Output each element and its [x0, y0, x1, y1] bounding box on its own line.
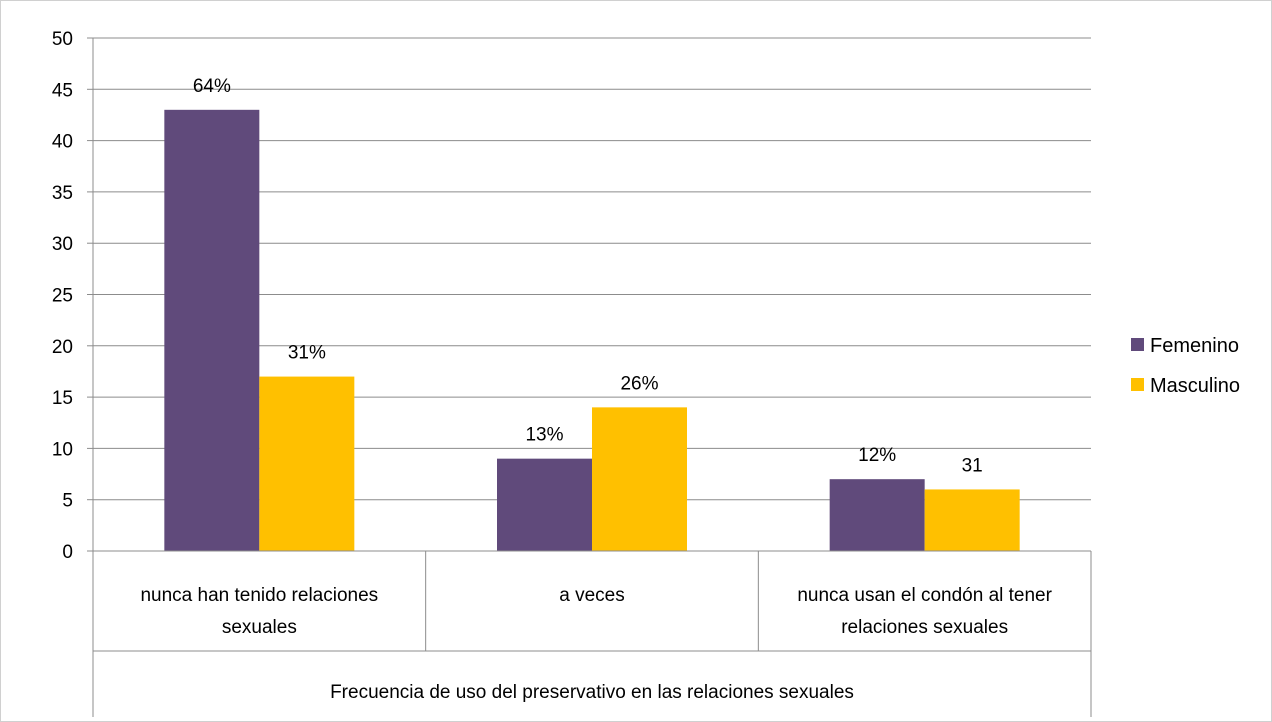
- data-label: 13%: [525, 425, 563, 446]
- bar-masculino: [259, 376, 355, 551]
- y-tick-label: 10: [52, 439, 73, 460]
- y-axis-ticks: 0 5 10 15 20 25 30 35 40 45 50: [52, 29, 93, 563]
- y-tick-label: 15: [52, 388, 73, 409]
- bar-femenino: [497, 458, 592, 551]
- y-tick-label: 45: [52, 80, 73, 101]
- y-tick-label: 50: [52, 29, 73, 50]
- data-label: 31%: [288, 343, 326, 364]
- category-label: a veces: [559, 585, 624, 606]
- data-label: 31: [962, 455, 983, 476]
- legend-swatch-masculino: [1131, 378, 1144, 391]
- y-tick-label: 35: [52, 183, 73, 204]
- category-label: nunca han tenido relaciones: [140, 585, 378, 606]
- legend-label: Masculino: [1150, 375, 1240, 397]
- category-label: relaciones sexuales: [841, 617, 1008, 638]
- y-tick-label: 20: [52, 337, 73, 358]
- data-label: 12%: [858, 445, 896, 466]
- axes: [92, 38, 1092, 717]
- bar-masculino: [592, 407, 687, 551]
- data-labels: 64% 31% 13% 26% 12% 31: [193, 76, 983, 477]
- x-axis-categories: nunca han tenido relaciones sexuales a vec…: [140, 585, 1052, 638]
- data-label: 26%: [620, 373, 658, 394]
- y-tick-label: 30: [52, 234, 73, 255]
- y-tick-label: 40: [52, 132, 73, 153]
- bars: [164, 109, 1020, 551]
- data-label: 64%: [193, 76, 231, 97]
- y-tick-label: 5: [62, 491, 73, 512]
- legend-label: Femenino: [1150, 335, 1239, 357]
- y-tick-label: 25: [52, 286, 73, 307]
- legend-swatch-femenino: [1131, 338, 1144, 351]
- bar-femenino: [829, 479, 925, 551]
- y-tick-label: 0: [62, 542, 73, 563]
- category-label: nunca usan el condón al tener: [797, 585, 1052, 606]
- category-label: sexuales: [222, 617, 297, 638]
- legend: Femenino Masculino: [1131, 335, 1240, 397]
- bar-masculino: [924, 489, 1020, 551]
- bar-femenino: [164, 109, 260, 551]
- x-axis-title: Frecuencia de uso del preservativo en la…: [330, 682, 854, 703]
